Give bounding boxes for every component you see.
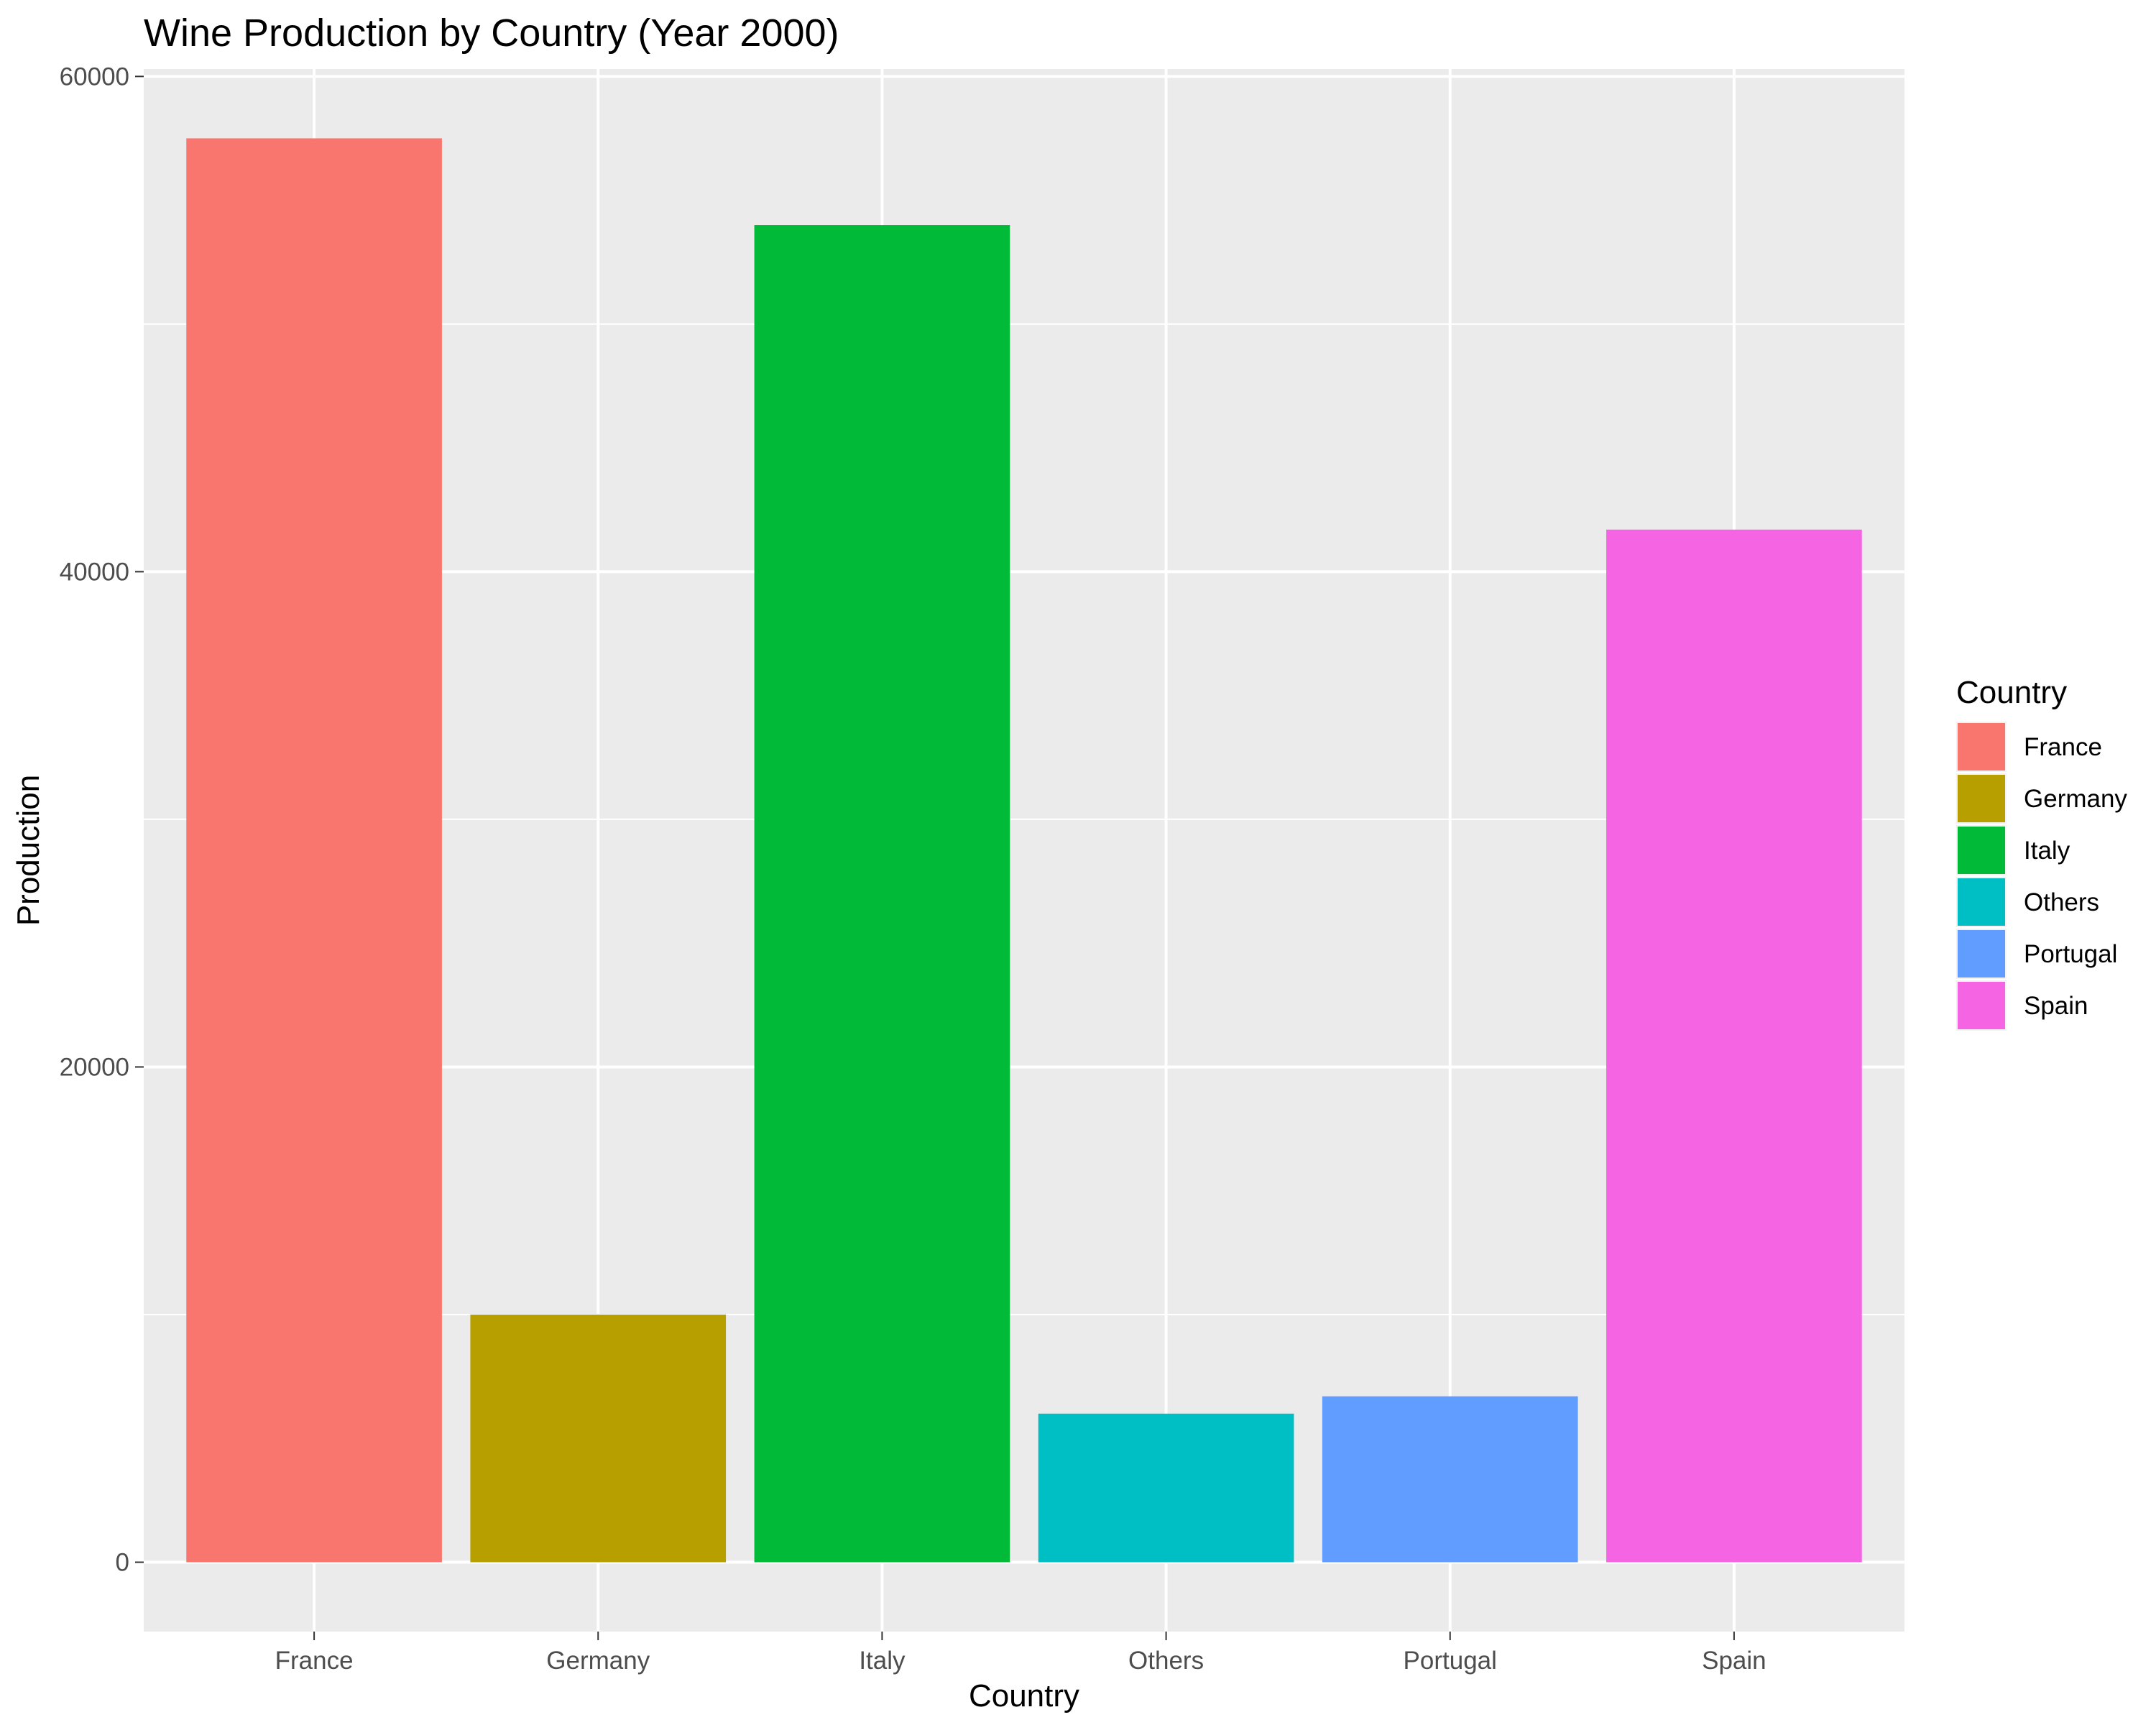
x-tick-label: Others: [1128, 1647, 1204, 1675]
x-axis-title: Country: [969, 1678, 1079, 1714]
legend-key-italy: [1958, 827, 2005, 874]
legend-label: France: [2024, 733, 2102, 761]
y-axis-title: Production: [11, 775, 46, 926]
legend-label: Others: [2024, 888, 2099, 916]
legend-key-portugal: [1958, 930, 2005, 978]
y-axis: 0 20000 40000 60000: [60, 63, 144, 1577]
x-tick-label: Italy: [859, 1647, 906, 1675]
bars: [186, 138, 1862, 1563]
bar-italy: [754, 225, 1010, 1563]
legend-label: Portugal: [2024, 940, 2117, 968]
x-tick-label: Portugal: [1404, 1647, 1497, 1675]
legend-label: Germany: [2024, 785, 2127, 813]
bar-spain: [1606, 529, 1862, 1563]
y-tick-label: 20000: [60, 1053, 129, 1081]
y-tick-label: 60000: [60, 63, 129, 91]
x-tick-label: Germany: [546, 1647, 650, 1675]
legend-key-france: [1958, 723, 2005, 770]
legend-key-others: [1958, 878, 2005, 926]
legend-key-spain: [1958, 982, 2005, 1029]
legend-label: Italy: [2024, 837, 2070, 865]
bar-france: [186, 138, 442, 1563]
chart-title: Wine Production by Country (Year 2000): [144, 12, 839, 55]
x-axis: France Germany Italy Others Portugal Spain: [275, 1632, 1766, 1675]
legend-key-germany: [1958, 775, 2005, 822]
legend-label: Spain: [2024, 992, 2088, 1020]
y-tick-label: 40000: [60, 558, 129, 586]
x-tick-label: France: [275, 1647, 354, 1675]
bar-others: [1038, 1413, 1294, 1563]
legend: Country France Germany Italy Others Portugal…: [1956, 675, 2127, 1031]
x-tick-label: Spain: [1702, 1647, 1766, 1675]
legend-title: Country: [1956, 675, 2067, 710]
bar-germany: [470, 1314, 727, 1563]
bar-portugal: [1322, 1396, 1578, 1563]
y-tick-label: 0: [116, 1549, 129, 1577]
